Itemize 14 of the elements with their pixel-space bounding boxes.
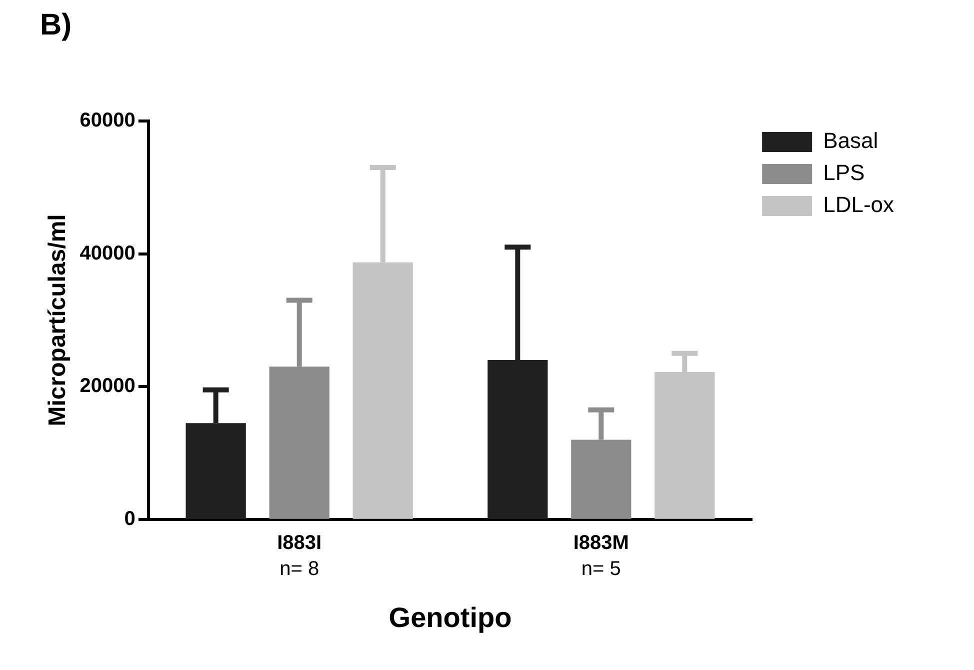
y-tick-label: 40000 — [80, 242, 136, 264]
x-tick-label: I883I — [277, 532, 322, 554]
text: n= 8 — [280, 558, 320, 580]
legend-label: LPS — [823, 160, 865, 186]
y-tick-label: 0 — [124, 508, 136, 530]
legend-label: LDL-ox — [823, 192, 894, 218]
text: n= 5 — [581, 558, 621, 580]
y-tick-label: 60000 — [80, 110, 136, 132]
legend-label: Basal — [823, 128, 878, 154]
chart-title: B) — [40, 8, 72, 42]
y-axis-title: Micropartículas/ml — [44, 214, 72, 426]
y-tick-label: 20000 — [80, 375, 136, 398]
x-tick-label: I883M — [573, 532, 629, 554]
x-axis-title: Genotipo — [388, 602, 512, 633]
